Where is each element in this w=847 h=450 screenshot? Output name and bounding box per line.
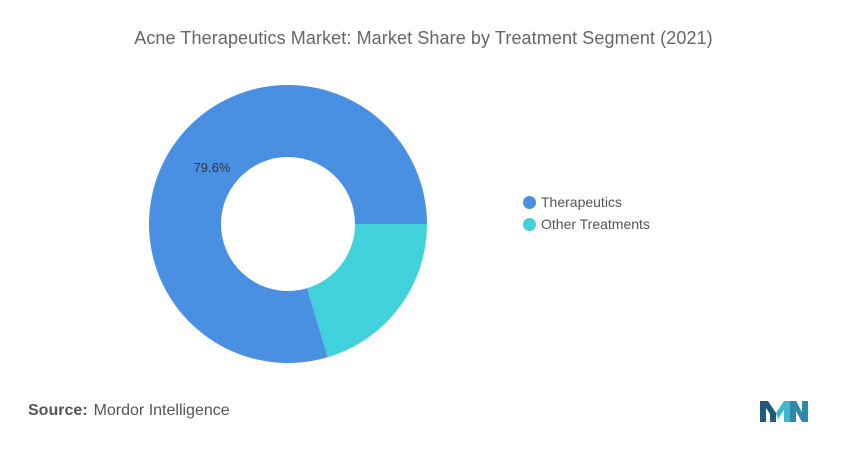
data-label-therapeutics: 79.6% [194, 160, 231, 175]
donut-chart: 79.6% [149, 84, 428, 363]
slice-therapeutics [149, 84, 428, 363]
source-label: Source: [28, 402, 88, 419]
legend-swatch [523, 217, 536, 231]
source-note: Source: Mordor Intelligence [28, 402, 230, 420]
source-text: Mordor Intelligence [93, 402, 230, 419]
slice-other-treatments [307, 224, 427, 358]
chart-legend: Therapeutics Other Treatments [523, 191, 650, 235]
legend-swatch [523, 195, 536, 209]
legend-item-other-treatments: Other Treatments [523, 213, 650, 235]
legend-label: Other Treatments [541, 216, 650, 232]
legend-label: Therapeutics [541, 194, 622, 210]
legend-item-therapeutics: Therapeutics [523, 191, 650, 213]
mordor-intelligence-logo-icon [760, 401, 808, 422]
chart-title: Acne Therapeutics Market: Market Share b… [134, 28, 713, 48]
